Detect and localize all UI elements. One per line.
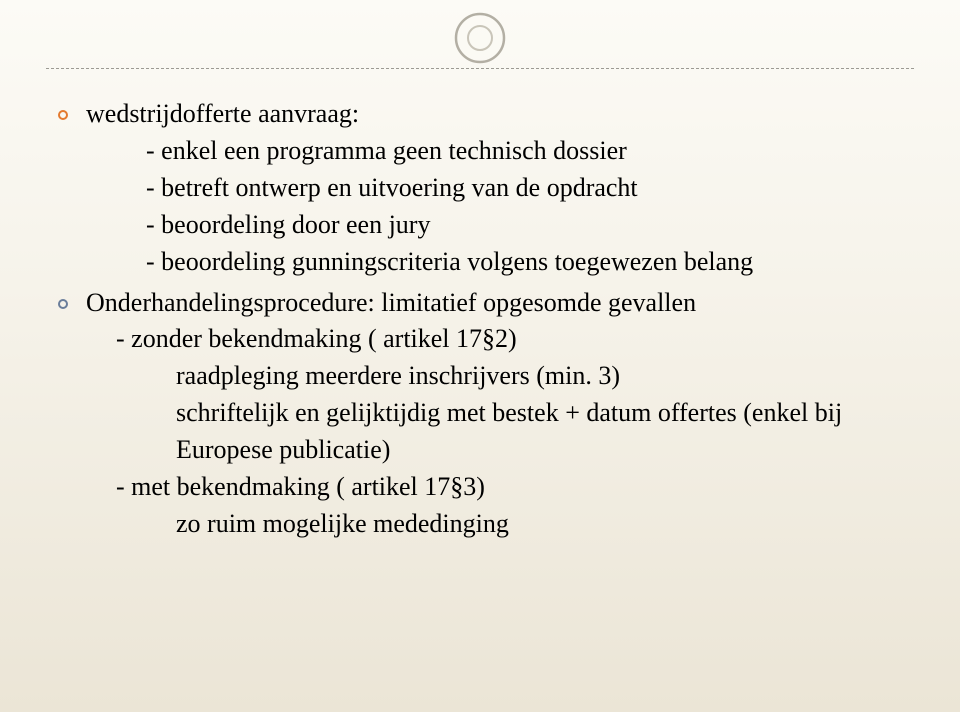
bullet-deep: schriftelijk en gelijktijdig met bestek …: [86, 395, 904, 469]
bullet-item: Onderhandelingsprocedure: limitatief opg…: [56, 285, 904, 547]
bullet-sub: - betreft ontwerp en uitvoering van de o…: [86, 170, 904, 207]
bullet-sub: - met bekendmaking ( artikel 17§3): [86, 469, 904, 506]
bullet-sub: - beoordeling door een jury: [86, 207, 904, 244]
bullet-item: wedstrijdofferte aanvraag: - enkel een p…: [56, 96, 904, 285]
slide-content: wedstrijdofferte aanvraag: - enkel een p…: [56, 96, 904, 547]
divider-line: [46, 68, 914, 69]
bullet-dot-icon: [58, 110, 68, 120]
bullet-deep: raadpleging meerdere inschrijvers (min. …: [86, 358, 904, 395]
bullet-head: Onderhandelingsprocedure: limitatief opg…: [86, 288, 696, 317]
bullet-sub: - enkel een programma geen technisch dos…: [86, 133, 904, 170]
slide: wedstrijdofferte aanvraag: - enkel een p…: [0, 0, 960, 712]
bullet-sub: - beoordeling gunningscriteria volgens t…: [86, 244, 904, 281]
bullet-deep: zo ruim mogelijke mededinging: [86, 506, 904, 543]
bullet-head: wedstrijdofferte aanvraag:: [86, 99, 359, 128]
bullet-sub: - zonder bekendmaking ( artikel 17§2): [86, 321, 904, 358]
bullet-dot-icon: [58, 299, 68, 309]
ring-ornament-icon: [452, 10, 508, 66]
